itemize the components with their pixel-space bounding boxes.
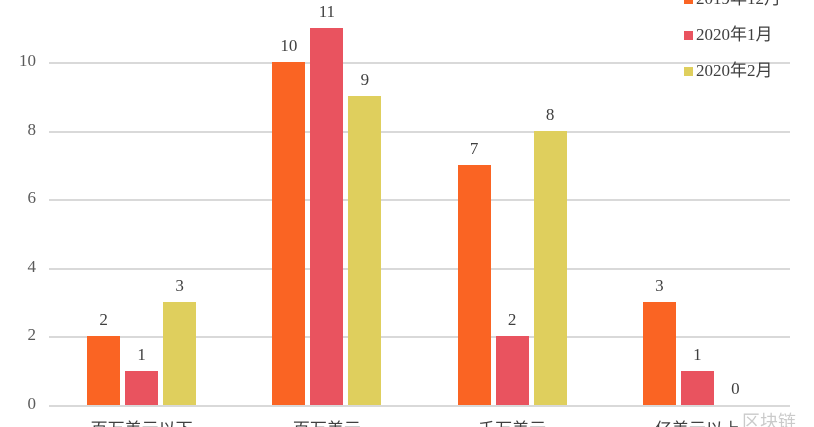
bar-value-label: 3 bbox=[175, 276, 184, 296]
bar-value-label: 8 bbox=[545, 104, 555, 124]
bar bbox=[87, 336, 121, 405]
bar bbox=[533, 130, 567, 405]
bar-value-label: 1 bbox=[137, 344, 146, 364]
x-axis-category-label: 千万美元 bbox=[422, 415, 602, 427]
bar-value-label: 3 bbox=[655, 276, 664, 296]
gridline bbox=[49, 267, 790, 270]
bar-value-label: 1 bbox=[693, 344, 702, 364]
bar-value-label: 0 bbox=[731, 379, 740, 398]
bar-value-label: 10 bbox=[280, 36, 298, 55]
legend-item: 2020年1月 bbox=[684, 26, 773, 44]
y-axis-tick-label: 8 bbox=[27, 119, 37, 139]
y-axis-tick-label: 2 bbox=[27, 325, 37, 345]
bar bbox=[348, 96, 382, 405]
bar-value-label: 9 bbox=[360, 70, 370, 90]
gridline bbox=[49, 199, 790, 202]
bar-value-label: 2 bbox=[99, 310, 108, 330]
legend-item-label: 2020年2月 bbox=[696, 61, 773, 80]
legend-color-swatch bbox=[684, 66, 693, 76]
bar bbox=[310, 27, 344, 405]
bar bbox=[642, 302, 676, 405]
bar bbox=[495, 336, 529, 405]
x-axis-category-label: 百万美元 bbox=[237, 415, 417, 427]
gridline bbox=[49, 130, 790, 133]
y-axis-tick-label: 10 bbox=[19, 51, 36, 70]
bar bbox=[163, 302, 197, 405]
legend-item-label: 2019年12月 bbox=[696, 0, 781, 8]
gridline bbox=[49, 405, 790, 407]
bar bbox=[457, 164, 491, 405]
bar bbox=[272, 62, 306, 405]
legend-item-label: 2020年1月 bbox=[696, 25, 773, 44]
bar bbox=[680, 370, 714, 405]
legend-item: 2019年12月 bbox=[684, 0, 781, 8]
legend-color-swatch bbox=[684, 30, 693, 40]
bar bbox=[125, 370, 159, 405]
x-axis-category-label: 亿美元以上 bbox=[607, 415, 787, 427]
y-axis-tick-label: 4 bbox=[27, 256, 37, 276]
gridline bbox=[49, 336, 790, 339]
bar-value-label: 7 bbox=[469, 138, 479, 158]
watermark-text: 区块链 bbox=[742, 412, 796, 427]
bar-value-label: 2 bbox=[507, 310, 517, 330]
legend-color-swatch bbox=[684, 0, 693, 4]
y-axis-tick-label: 0 bbox=[27, 394, 37, 413]
x-axis-category-label: 百万美元以下 bbox=[52, 415, 232, 427]
bar-value-label: 11 bbox=[318, 1, 336, 21]
gridline bbox=[49, 62, 790, 64]
legend-item: 2020年2月 bbox=[684, 62, 773, 80]
y-axis-tick-label: 6 bbox=[27, 188, 37, 208]
